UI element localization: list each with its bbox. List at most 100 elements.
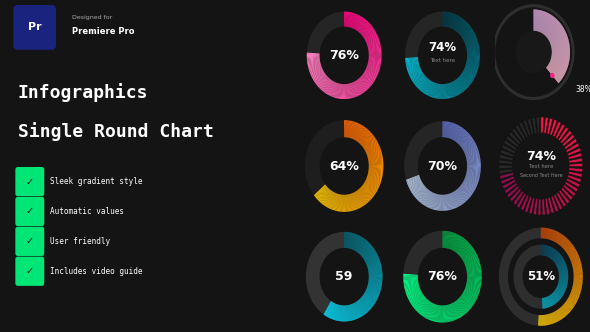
Wedge shape [369,272,382,274]
Wedge shape [519,122,528,138]
Wedge shape [466,42,478,47]
Wedge shape [562,305,569,314]
Wedge shape [552,55,569,59]
Wedge shape [409,69,421,78]
Wedge shape [366,144,379,153]
Wedge shape [563,240,569,249]
Wedge shape [461,247,473,258]
Wedge shape [369,169,384,171]
Wedge shape [465,258,478,266]
Wedge shape [359,299,368,313]
Wedge shape [573,282,582,284]
Wedge shape [567,299,575,306]
Wedge shape [414,185,425,197]
Wedge shape [345,232,346,248]
Wedge shape [458,299,467,313]
Wedge shape [448,83,452,98]
Wedge shape [435,84,439,99]
Wedge shape [366,146,380,154]
Wedge shape [460,186,470,198]
Wedge shape [368,172,382,177]
Wedge shape [430,304,435,320]
Wedge shape [559,235,564,245]
Wedge shape [357,79,365,93]
Wedge shape [538,11,543,32]
Wedge shape [445,195,448,210]
Wedge shape [344,305,345,321]
Wedge shape [368,265,381,270]
Wedge shape [544,18,555,35]
Wedge shape [549,248,553,258]
Wedge shape [368,172,382,176]
Wedge shape [408,66,420,73]
Wedge shape [552,47,570,50]
Wedge shape [451,82,457,96]
Wedge shape [312,70,323,78]
Wedge shape [540,12,547,32]
Wedge shape [572,287,582,290]
Wedge shape [559,280,568,283]
Wedge shape [461,184,472,195]
Wedge shape [359,130,369,144]
Wedge shape [422,190,430,204]
Wedge shape [349,194,353,211]
Wedge shape [559,282,568,285]
Wedge shape [559,280,568,282]
Wedge shape [543,315,545,326]
Wedge shape [346,120,348,137]
Wedge shape [572,260,581,264]
Wedge shape [561,187,573,200]
Wedge shape [453,125,459,140]
Wedge shape [548,65,563,78]
Wedge shape [553,292,559,301]
Wedge shape [573,272,583,274]
Wedge shape [369,167,384,169]
Wedge shape [363,248,374,259]
Wedge shape [454,191,461,206]
Wedge shape [547,66,561,80]
Wedge shape [414,296,425,309]
Wedge shape [554,311,559,321]
Wedge shape [324,80,332,93]
Wedge shape [367,260,380,266]
Wedge shape [352,82,358,97]
Wedge shape [545,297,548,308]
Wedge shape [466,284,481,289]
Wedge shape [336,83,339,98]
Wedge shape [368,44,381,48]
Wedge shape [368,286,381,291]
Wedge shape [408,291,421,301]
Wedge shape [568,250,576,256]
Wedge shape [567,247,575,254]
Wedge shape [573,265,582,268]
Wedge shape [551,42,569,47]
Wedge shape [564,242,571,250]
Wedge shape [405,57,418,59]
Wedge shape [368,174,382,179]
Wedge shape [569,163,583,167]
Wedge shape [463,291,476,301]
Wedge shape [326,80,333,94]
Wedge shape [451,82,455,97]
Wedge shape [550,120,557,135]
Wedge shape [558,285,566,290]
Wedge shape [557,310,562,319]
Wedge shape [553,194,562,210]
Wedge shape [467,57,480,59]
Wedge shape [369,168,384,170]
Wedge shape [559,269,568,272]
Wedge shape [352,82,357,97]
Wedge shape [461,247,473,259]
Wedge shape [414,185,424,197]
Wedge shape [550,249,555,258]
Wedge shape [324,301,332,315]
Wedge shape [360,297,371,310]
Wedge shape [466,176,478,182]
Wedge shape [553,312,556,322]
Wedge shape [368,268,382,272]
Wedge shape [405,58,418,60]
Wedge shape [547,314,549,325]
Wedge shape [366,143,379,152]
Wedge shape [363,295,373,306]
Wedge shape [353,193,359,208]
